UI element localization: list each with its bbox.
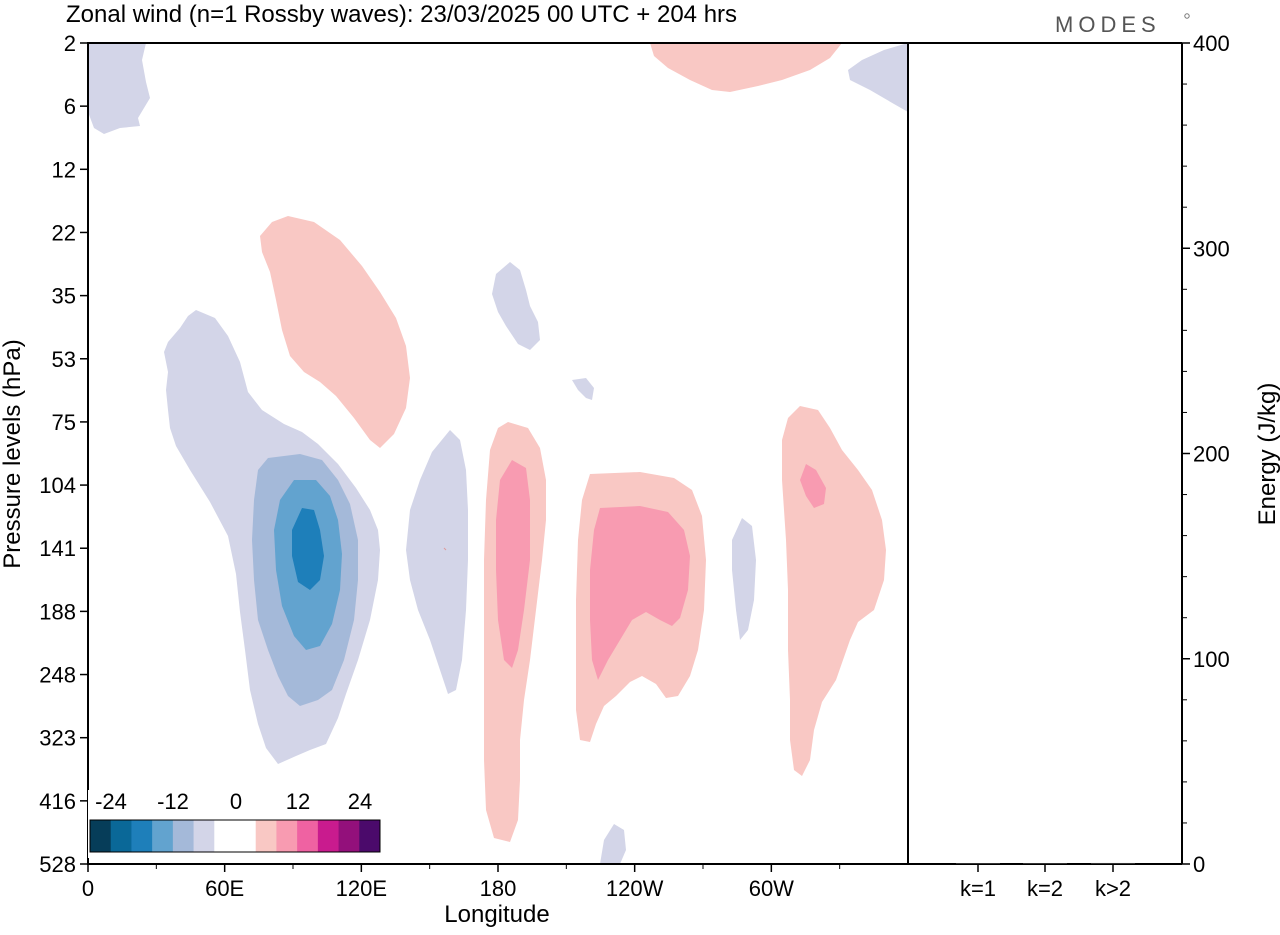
brand-logo: MODES [1055, 12, 1161, 37]
colorbar-swatch [131, 820, 153, 852]
x-tick-label: 120E [336, 876, 387, 901]
energy-category-label: k=1 [960, 876, 996, 901]
colorbar-label: 24 [348, 789, 372, 814]
contour-neg-small-b [572, 378, 594, 400]
y-tick-label: 528 [39, 852, 76, 877]
energy-bar [956, 863, 1000, 864]
contour-neg-bottom [600, 824, 626, 864]
colorbar-swatch [255, 820, 277, 852]
contour-neg-top-left [88, 43, 150, 134]
colorbar-swatch [172, 820, 195, 852]
y-axis-title: Pressure levels (hPa) [0, 339, 26, 568]
energy-axis-title: Energy (J/kg) [1254, 383, 1280, 526]
colorbar-swatch [214, 820, 236, 852]
colorbar-swatch [276, 820, 298, 852]
y-tick-label: 248 [39, 663, 76, 688]
energy-tick-label: 0 [1193, 852, 1205, 877]
colorbar-label: 0 [230, 789, 242, 814]
y-tick-label: 22 [52, 220, 76, 245]
energy-bars: k=1 k=2 k>2 [956, 862, 1135, 901]
x-tick-label: 120W [606, 876, 664, 901]
colorbar-swatch [338, 820, 360, 852]
energy-tick-label: 400 [1193, 31, 1230, 56]
contour-neg-top-right [848, 43, 908, 112]
x-tick-label: 180 [480, 876, 517, 901]
contour-neg-mid [406, 430, 468, 694]
y-tick-label: 2 [64, 31, 76, 56]
colorbar-swatch [235, 820, 257, 852]
colorbar-swatch [90, 820, 112, 852]
energy-category-label: k>2 [1095, 876, 1131, 901]
contour-plot [88, 43, 908, 864]
x-axis-title: Longitude [444, 901, 549, 928]
colorbar-swatch [317, 820, 340, 852]
x-tick-label: 0 [82, 876, 94, 901]
y-axis-energy: 0 100 200 300 400 [1182, 31, 1230, 877]
colorbar-swatch [110, 820, 132, 852]
contour-pos-upper [260, 216, 410, 448]
x-tick-label: 60E [205, 876, 244, 901]
contour-pos-level2-60w [800, 464, 826, 508]
y-axis-pressure: 2 6 12 22 35 53 75 104 141 188 248 323 416 528 [39, 31, 88, 877]
y-tick-label: 141 [39, 536, 76, 561]
contour-pos-top [650, 43, 842, 92]
colorbar-label: -12 [157, 789, 189, 814]
registered-mark-icon [1184, 13, 1190, 19]
energy-category-label: k=2 [1027, 876, 1063, 901]
contour-neg-small-c [732, 518, 756, 640]
colorbar: -24 -12 0 12 24 [88, 789, 384, 858]
colorbar-swatch [152, 820, 174, 852]
y-tick-label: 188 [39, 599, 76, 624]
contour-pos-level2-120w [590, 506, 690, 680]
energy-tick-label: 200 [1193, 442, 1230, 467]
energy-bar [1023, 863, 1067, 864]
colorbar-swatch [193, 820, 215, 852]
energy-tick-label: 100 [1193, 647, 1230, 672]
y-tick-label: 12 [52, 157, 76, 182]
colorbar-frame [89, 819, 381, 853]
y-tick-label: 6 [64, 94, 76, 119]
x-axis-longitude: 0 60E 120E 180 120W 60W [82, 864, 841, 901]
y-tick-label: 104 [39, 473, 76, 498]
energy-tick-label: 300 [1193, 236, 1230, 261]
energy-bar [1091, 862, 1135, 864]
colorbar-swatch [297, 820, 319, 852]
colorbar-label: -24 [95, 789, 127, 814]
y-tick-label: 416 [39, 789, 76, 814]
y-tick-label: 35 [52, 284, 76, 309]
contour-pos-level2-180 [496, 460, 530, 668]
x-tick-label: 60W [749, 876, 794, 901]
contour-pos-60w [782, 406, 886, 776]
y-tick-label: 75 [52, 410, 76, 435]
contour-neg-small-a [492, 262, 540, 350]
y-tick-label: 53 [52, 347, 76, 372]
chart-title: Zonal wind (n=1 Rossby waves): 23/03/202… [66, 1, 737, 28]
contour-neg-level4 [292, 508, 324, 590]
colorbar-label: 12 [286, 789, 310, 814]
y-tick-label: 323 [39, 726, 76, 751]
colorbar-swatch [359, 820, 381, 852]
